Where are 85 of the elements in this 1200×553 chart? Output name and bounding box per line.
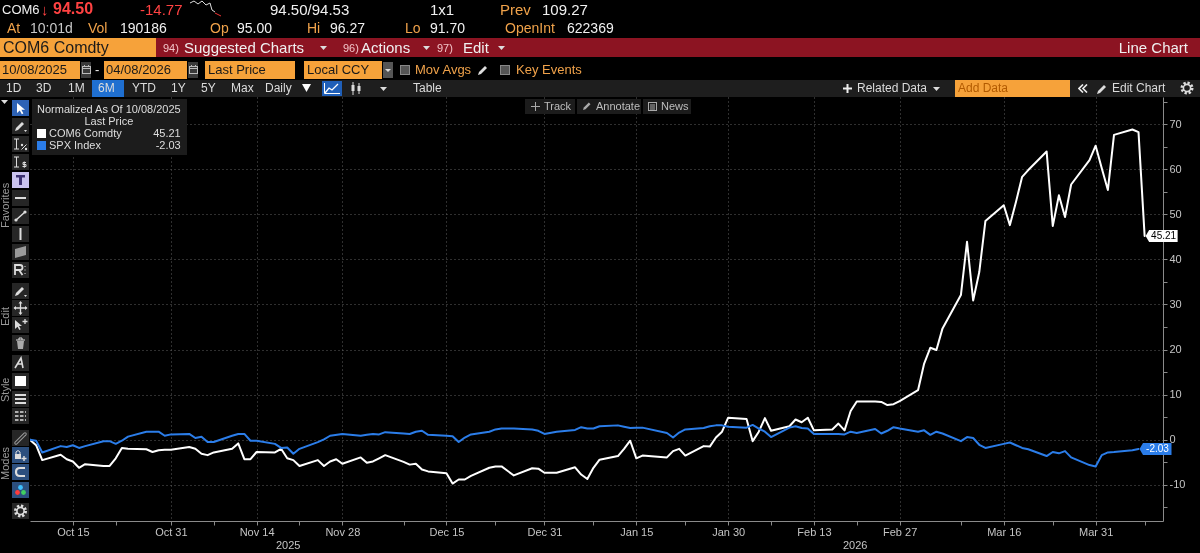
y-tick-label: 0: [1169, 433, 1176, 446]
text: Max: [231, 81, 254, 95]
text: 94): [163, 42, 179, 54]
text: Daily: [265, 81, 292, 95]
text: 109.27: [542, 1, 588, 18]
text: 6M: [98, 81, 115, 95]
text: 1D: [6, 81, 22, 95]
annotation: Track: [544, 100, 572, 112]
y-tick-label: 10: [1169, 388, 1182, 401]
annotation: News: [661, 100, 689, 112]
text: 622369: [567, 20, 614, 36]
text: 96): [343, 42, 359, 54]
text: Edit Chart: [1112, 81, 1166, 95]
text: 10/08/2025: [2, 62, 68, 77]
x-tick-label: Dec 31: [527, 525, 563, 538]
y-tick-label: 50: [1169, 207, 1182, 220]
text: YTD: [132, 81, 156, 95]
text: 10:01d: [30, 20, 73, 36]
text: Table: [413, 81, 442, 95]
text: 2026: [843, 539, 868, 551]
x-tick-label: Mar 16: [987, 525, 1022, 538]
y-tick-label: 20: [1169, 343, 1182, 356]
x-tick-label: Nov 28: [325, 525, 361, 538]
text: Style: [0, 377, 11, 402]
text: Line Chart: [1118, 39, 1188, 56]
text: 190186: [120, 20, 167, 36]
text: COM6 Comdty: [3, 39, 109, 56]
annotation: Annotate: [596, 100, 641, 112]
y-tick-label: 40: [1169, 252, 1182, 265]
text: Suggested Charts: [184, 39, 305, 56]
text: At: [7, 20, 21, 36]
text: -14.77: [140, 1, 183, 18]
text: 5Y: [201, 81, 216, 95]
text: Vol: [88, 20, 108, 36]
text: Local CCY: [307, 62, 370, 77]
x-tick-label: Feb 13: [797, 525, 832, 538]
x-tick-label: Dec 15: [429, 525, 465, 538]
text: 3D: [36, 81, 52, 95]
text: ↓: [41, 1, 49, 18]
text: Modes: [0, 446, 11, 480]
text: 94.50: [53, 0, 94, 17]
text: 97): [437, 42, 453, 54]
text: Favorites: [0, 182, 11, 228]
text: 94.50/94.53: [270, 1, 350, 18]
text: -2.03: [155, 139, 181, 151]
text: Op: [210, 20, 229, 36]
text: 96.27: [330, 20, 366, 36]
y-tick-label: -10: [1169, 478, 1186, 491]
text: 1M: [68, 81, 85, 95]
y-tick-label: 70: [1169, 117, 1182, 130]
text: Hi: [307, 20, 321, 36]
text: 2025: [276, 539, 301, 551]
x-tick-label: Feb 27: [883, 525, 918, 538]
x-tick-label: Jan 30: [712, 525, 746, 538]
y-tick-label: 30: [1169, 297, 1182, 310]
text: Prev: [500, 1, 531, 18]
text: 1Y: [171, 81, 186, 95]
x-tick-label: Oct 15: [57, 525, 90, 538]
text: Edit: [463, 39, 489, 56]
text: -: [95, 62, 100, 77]
text: Lo: [405, 20, 421, 36]
text: COM6: [2, 2, 40, 17]
text: Edit: [0, 306, 11, 326]
text: 45.21: [153, 127, 181, 139]
legend-title: Normalized As Of 10/08/2025 Last Price: [37, 103, 181, 127]
text: Key Events: [516, 62, 582, 77]
text: 91.70: [430, 20, 466, 36]
text: Last Price: [208, 62, 266, 77]
text: Add Data: [958, 81, 1009, 95]
text: Mov Avgs: [415, 62, 472, 77]
legend-label: COM6 Comdty: [49, 127, 122, 139]
text: 95.00: [237, 20, 273, 36]
text: 04/08/2026: [106, 62, 172, 77]
x-tick-label: Nov 14: [239, 525, 275, 538]
legend-label: SPX Index: [49, 139, 101, 151]
text: 1x1: [430, 1, 455, 18]
text: Related Data: [857, 81, 928, 95]
x-tick-label: Mar 31: [1079, 525, 1114, 538]
data-label: 45.21: [1151, 229, 1177, 241]
data-label: -2.03: [1146, 442, 1170, 454]
text: Actions: [361, 39, 411, 56]
x-tick-label: Oct 31: [155, 525, 188, 538]
text: OpenInt: [505, 20, 555, 36]
x-tick-label: Jan 15: [620, 525, 654, 538]
y-tick-label: 60: [1169, 162, 1182, 175]
